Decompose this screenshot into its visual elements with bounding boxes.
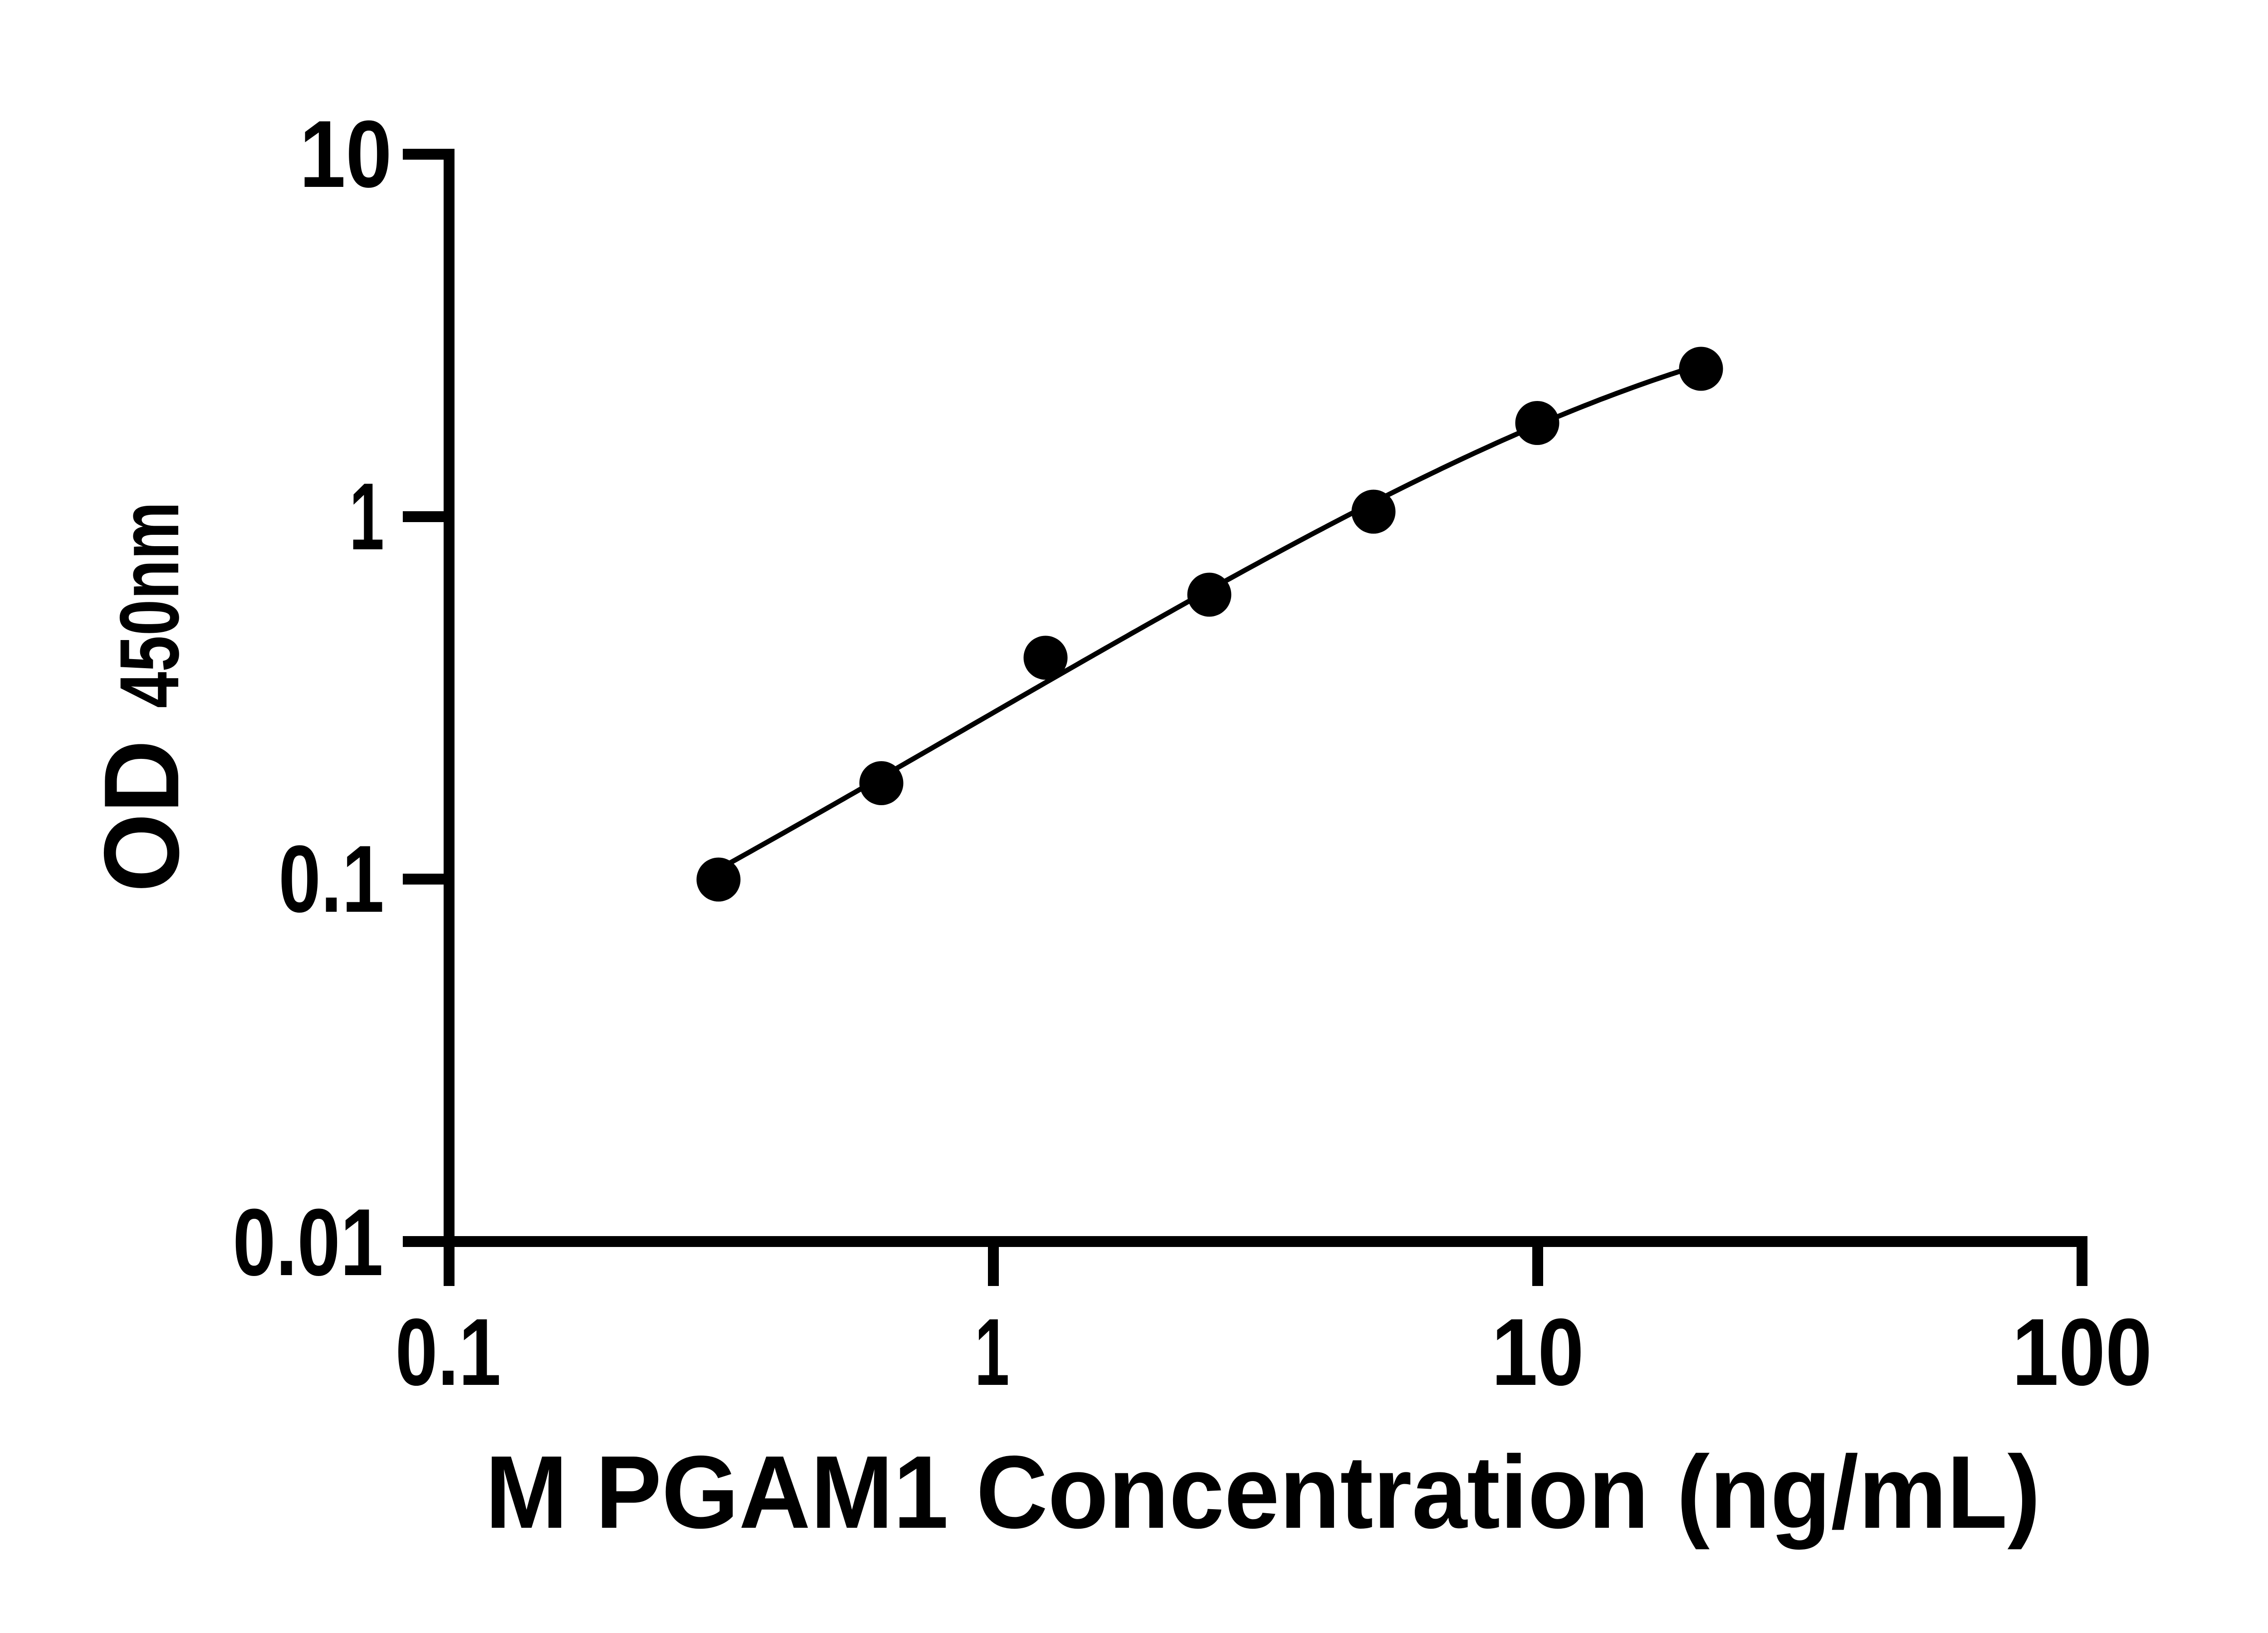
svg-text:0.01: 0.01 [233, 1189, 383, 1296]
svg-text:0.1: 0.1 [396, 1299, 501, 1405]
svg-text:M PGAM1 Concentration (ng/mL): M PGAM1 Concentration (ng/mL) [485, 1435, 2041, 1550]
svg-text:1: 1 [975, 1299, 1010, 1405]
svg-text:100: 100 [2012, 1299, 2152, 1405]
svg-text:0.1: 0.1 [279, 826, 384, 932]
svg-text:1: 1 [349, 463, 384, 570]
svg-text:10: 10 [299, 101, 392, 207]
svg-text:10: 10 [1491, 1299, 1584, 1405]
svg-text:OD450nm: OD450nm [82, 502, 201, 892]
